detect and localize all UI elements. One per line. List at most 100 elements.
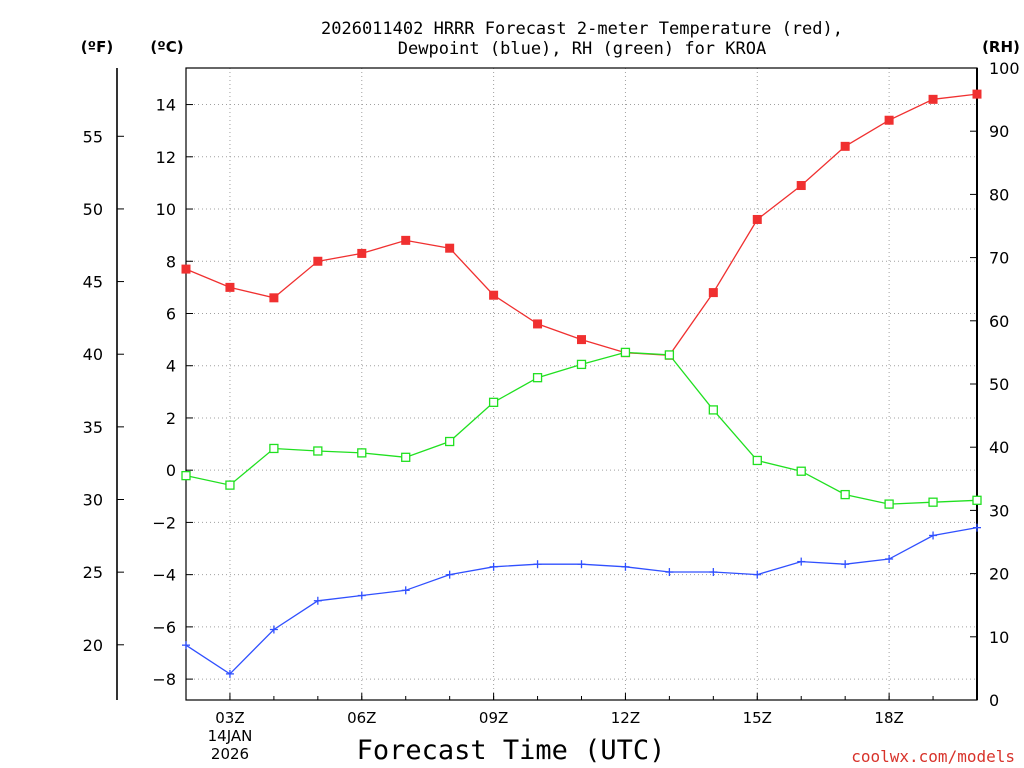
rh-point — [532, 373, 543, 383]
temperature-point — [313, 256, 323, 266]
celsius-tick-label: −4 — [152, 566, 176, 585]
rh-point — [620, 347, 631, 358]
rh-point — [752, 455, 762, 466]
dewpoint-point — [577, 560, 586, 569]
celsius-tick-label: −8 — [152, 670, 176, 689]
x-axis-title: Forecast Time (UTC) — [357, 735, 666, 766]
dewpoint-point — [753, 570, 762, 579]
fahrenheit-tick-label: 20 — [83, 636, 103, 655]
rh-point — [357, 448, 367, 458]
chart-title-line1: 2026011402 HRRR Forecast 2-meter Tempera… — [321, 19, 843, 39]
series-markers — [181, 89, 982, 678]
rh-tick-label: 30 — [989, 501, 1009, 520]
celsius-tick-label: 14 — [156, 96, 176, 115]
celsius-tick-label: −2 — [152, 513, 176, 532]
axes — [116, 67, 978, 701]
fahrenheit-tick-label: 55 — [83, 127, 103, 146]
rh-point — [884, 499, 894, 509]
tick-labels: −8 −6 −4 −2 0 2 4 6 8 10 12 14 20 25 30 35 40 45 50 55 0 10 20… — [83, 59, 1020, 727]
series-line-rh — [185, 351, 978, 505]
rh-point — [445, 436, 455, 447]
date-label-line2: 2026 — [211, 745, 249, 763]
fahrenheit-unit-label: (ºF) — [81, 38, 113, 56]
gridlines — [186, 68, 977, 700]
dewpoint-point — [401, 586, 410, 595]
rh-tick-label: 100 — [989, 59, 1020, 78]
celsius-tick-label: 10 — [156, 200, 176, 219]
x-tick-label: 12Z — [611, 709, 640, 727]
x-tick-label: 03Z — [215, 709, 244, 727]
celsius-tick-label: 0 — [166, 461, 176, 480]
fahrenheit-tick-label: 50 — [83, 200, 103, 219]
rh-tick-label: 80 — [989, 185, 1009, 204]
temperature-point — [401, 235, 411, 245]
fahrenheit-tick-label: 30 — [83, 491, 103, 510]
rh-unit-label: (RH) — [982, 38, 1020, 56]
series-line-temperature — [185, 93, 978, 356]
rh-point — [225, 480, 235, 490]
temperature-point — [269, 293, 279, 303]
rh-point — [401, 452, 411, 462]
fahrenheit-tick-label: 25 — [83, 563, 103, 582]
plot-frame — [185, 67, 978, 701]
rh-point — [708, 405, 718, 415]
temperature-point — [181, 264, 191, 274]
rh-tick-label: 40 — [989, 438, 1009, 457]
rh-tick-label: 70 — [989, 249, 1009, 268]
date-label-line1: 14JAN — [208, 727, 253, 745]
fahrenheit-tick-label: 35 — [83, 418, 103, 437]
watermark-link[interactable]: coolwx.com/models — [851, 747, 1015, 766]
rh-point — [928, 497, 938, 507]
x-tick-label: 18Z — [874, 709, 903, 727]
temperature-point — [489, 290, 499, 300]
rh-point — [576, 359, 587, 370]
series-lines — [185, 93, 978, 675]
dewpoint-point — [709, 568, 718, 577]
dewpoint-point — [489, 562, 498, 571]
dewpoint-point — [841, 560, 850, 569]
dewpoint-point — [182, 641, 190, 650]
temperature-point — [357, 248, 367, 258]
temperature-point — [972, 89, 982, 99]
temperature-point — [708, 288, 718, 298]
temperature-point — [796, 181, 806, 191]
celsius-tick-label: −6 — [152, 618, 176, 637]
temperature-point — [884, 115, 894, 125]
celsius-tick-label: 8 — [166, 252, 176, 271]
fahrenheit-tick-label: 45 — [83, 273, 103, 292]
temperature-point — [840, 141, 850, 151]
dewpoint-point — [533, 560, 542, 569]
dewpoint-point — [929, 531, 938, 540]
rh-point — [972, 495, 982, 505]
celsius-tick-label: 2 — [166, 409, 176, 428]
rh-tick-label: 10 — [989, 628, 1009, 647]
celsius-tick-label: 6 — [166, 304, 176, 323]
celsius-tick-label: 4 — [166, 357, 176, 376]
temperature-point — [928, 94, 938, 104]
x-tick-label: 06Z — [347, 709, 376, 727]
dewpoint-point — [357, 591, 366, 600]
rh-point — [664, 350, 675, 360]
dewpoint-point — [269, 625, 278, 634]
x-tick-label: 09Z — [479, 709, 508, 727]
rh-tick-label: 90 — [989, 122, 1009, 141]
dewpoint-point — [973, 523, 981, 532]
rh-point — [796, 466, 806, 476]
dewpoint-point — [621, 562, 630, 571]
temperature-point — [752, 214, 762, 224]
dewpoint-point — [665, 568, 674, 577]
dewpoint-point — [225, 669, 234, 678]
dewpoint-point — [445, 570, 454, 579]
series-line-dewpoint — [185, 526, 978, 675]
temperature-point — [445, 243, 455, 253]
celsius-tick-label: 12 — [156, 148, 176, 167]
rh-tick-label: 0 — [989, 691, 999, 710]
celsius-unit-label: (ºC) — [150, 38, 183, 56]
rh-tick-label: 50 — [989, 375, 1009, 394]
chart-title-line2: Dewpoint (blue), RH (green) for KROA — [398, 39, 766, 59]
x-tick-label: 15Z — [743, 709, 772, 727]
fahrenheit-tick-label: 40 — [83, 345, 103, 364]
rh-point — [488, 397, 499, 407]
rh-point — [269, 443, 279, 454]
